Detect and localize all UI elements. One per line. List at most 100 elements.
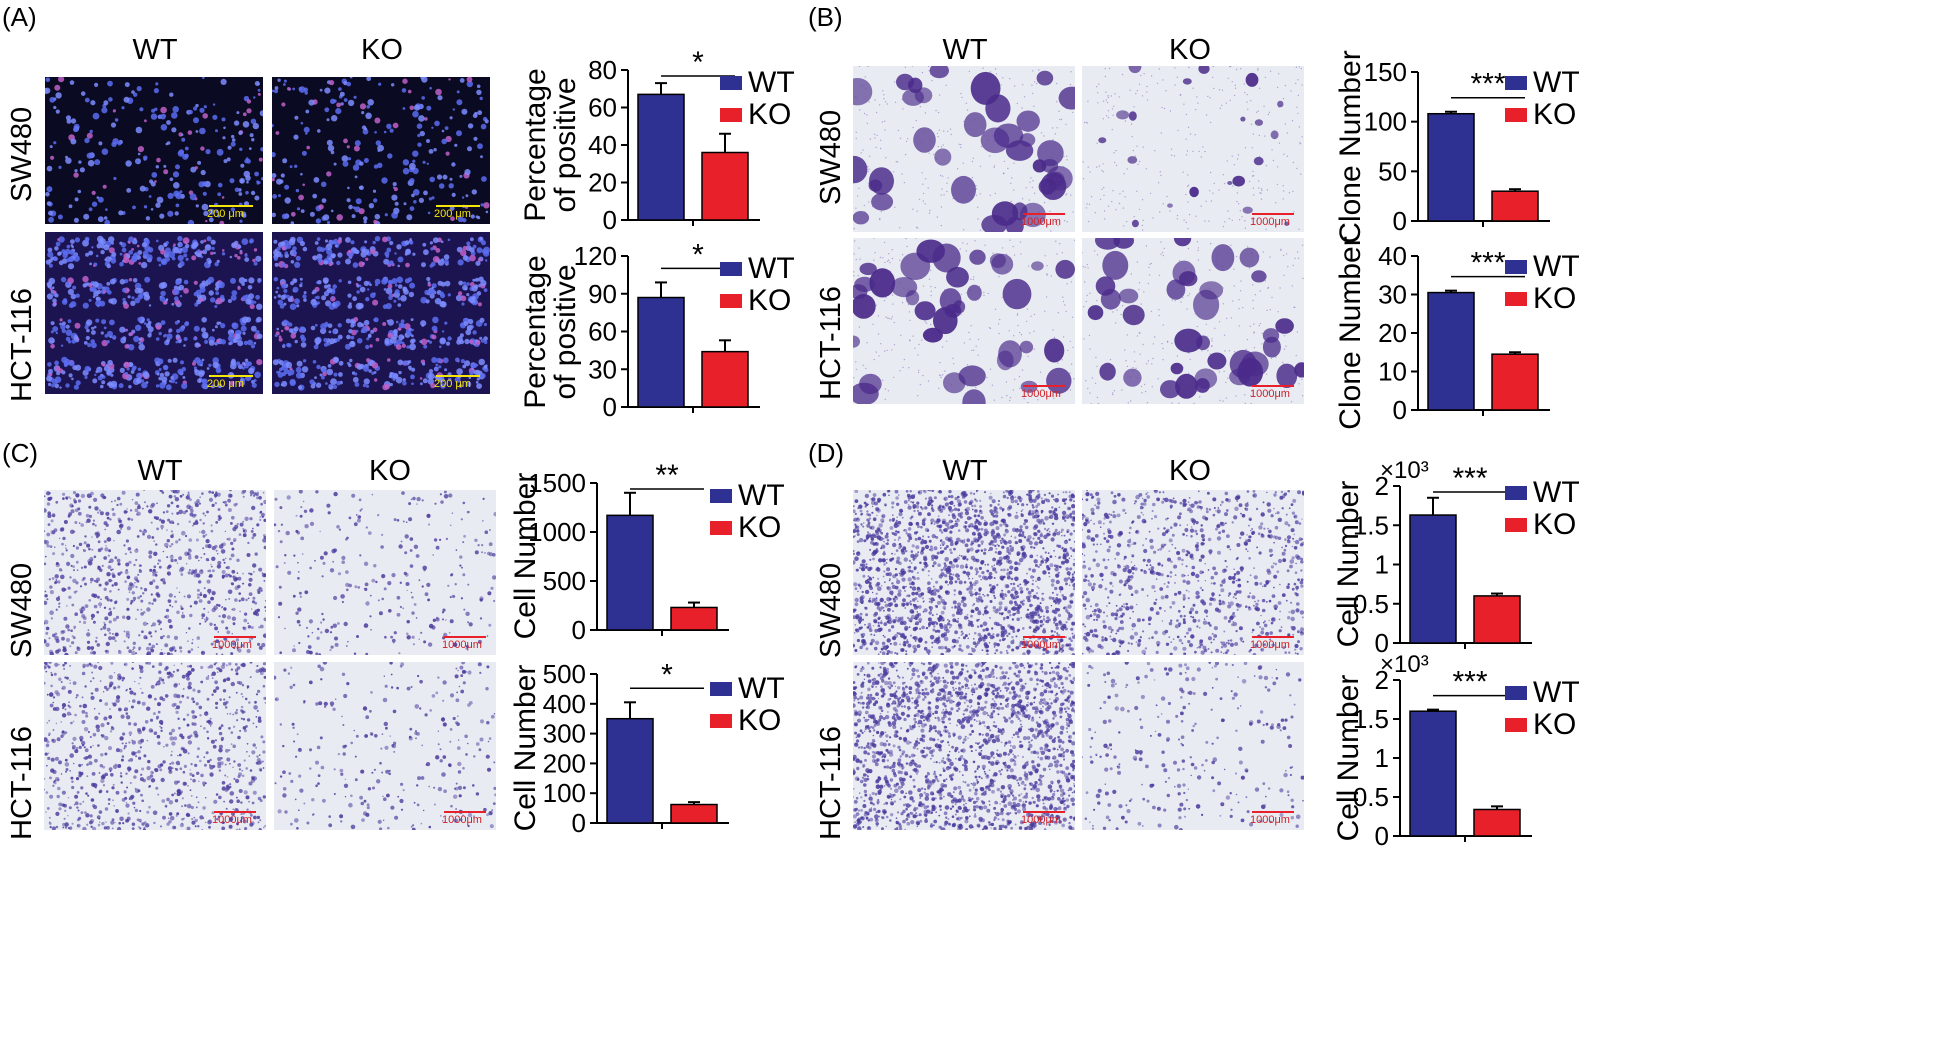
y-axis-label: Cell Number <box>509 473 542 640</box>
micrograph-a-hct116-ko: 200 μm <box>272 232 490 394</box>
significance-marker: *** <box>1452 666 1487 699</box>
micrograph-texture <box>274 662 496 830</box>
legend-label-wt: WT <box>1533 66 1580 99</box>
scale-bar-label: 1000μm <box>1250 639 1290 651</box>
y-tick-label: 500 <box>543 566 586 596</box>
y-tick-label: 1 <box>1375 743 1389 773</box>
micrograph-texture <box>272 236 490 391</box>
micrograph-c-sw480-wt: 1000μm <box>44 490 266 655</box>
significance-marker: * <box>692 46 704 79</box>
significance-marker: * <box>692 238 704 271</box>
micrograph-c-hct116-ko: 1000μm <box>274 662 496 830</box>
bar-wt <box>1409 710 1457 837</box>
legend-swatch <box>1505 718 1527 732</box>
bar-wt <box>606 717 654 824</box>
panel-label-d: (D) <box>808 438 845 468</box>
legend-swatch <box>720 76 742 90</box>
y-tick-label: 1 <box>1375 550 1389 580</box>
y-tick-label: 2 <box>1375 471 1389 501</box>
y-tick-label: 500 <box>543 659 586 689</box>
y-axis-label: Cell Number <box>1332 675 1365 842</box>
scale-bar-label: 1000μm <box>1021 388 1061 400</box>
significance-marker: *** <box>1452 462 1487 495</box>
legend-swatch <box>710 489 732 503</box>
row-label-sw480: SW480 <box>6 562 38 658</box>
y-tick-label: 20 <box>588 168 617 198</box>
col-label-wt: WT <box>942 455 988 487</box>
y-axis-label: Clone Number <box>1334 50 1367 243</box>
micrograph-texture <box>44 662 266 830</box>
legend-swatch <box>1505 292 1527 306</box>
legend-label-wt: WT <box>748 66 795 99</box>
legend-label-ko: KO <box>748 98 791 131</box>
panel-label-c: (C) <box>2 438 39 468</box>
micrograph-texture <box>45 235 263 391</box>
scale-bar-label: 1000μm <box>1250 216 1290 228</box>
bar-wt <box>637 296 685 408</box>
y-tick-label: 10 <box>1378 357 1407 387</box>
y-tick-label: 100 <box>1364 107 1407 137</box>
row-label-hct116: HCT-116 <box>6 288 38 402</box>
y-tick-label: 0 <box>1375 821 1389 851</box>
y-tick-label: 120 <box>574 241 617 271</box>
y-tick-label: 0 <box>603 205 617 235</box>
bar-ko <box>701 350 749 408</box>
scale-bar-label: 200 μm <box>207 208 244 220</box>
micrograph-texture <box>853 490 1075 655</box>
y-tick-label: 300 <box>543 719 586 749</box>
y-tick-label: 100 <box>543 778 586 808</box>
scale-bar-label: 1000μm <box>212 639 252 651</box>
significance-marker: * <box>661 658 673 691</box>
y-tick-label: 30 <box>588 354 617 384</box>
col-label-ko: KO <box>1169 455 1211 487</box>
micrograph-texture <box>853 66 1075 232</box>
legend-swatch <box>1505 260 1527 274</box>
micrograph-a-sw480-wt: 200 μm <box>45 77 263 224</box>
micrograph-c-hct116-wt: 1000μm <box>44 662 266 830</box>
row-label-hct116: HCT-116 <box>6 726 38 840</box>
y-tick-label: 0 <box>1375 628 1389 658</box>
axis-exponent: ×10³ <box>1380 457 1429 484</box>
micrograph-texture <box>1082 66 1303 231</box>
y-tick-label: 2 <box>1375 665 1389 695</box>
significance-marker: *** <box>1470 247 1505 280</box>
scale-bar-label: 1000μm <box>212 814 252 826</box>
y-tick-label: 0 <box>1393 395 1407 425</box>
y-tick-label: 90 <box>588 279 617 309</box>
micrograph-b-sw480-ko: 1000μm <box>1082 66 1304 232</box>
micrograph-texture <box>274 490 496 655</box>
col-label-wt: WT <box>132 34 178 66</box>
bar-wt <box>1409 514 1457 644</box>
col-label-ko: KO <box>361 34 403 66</box>
bar-ko <box>670 803 718 824</box>
scale-bar-label: 200 μm <box>207 378 244 390</box>
micrograph-b-sw480-wt: 1000μm <box>853 66 1075 232</box>
y-tick-label: 1.5 <box>1353 510 1389 540</box>
bar-wt <box>637 93 685 221</box>
col-label-ko: KO <box>1169 34 1211 66</box>
micrograph-texture <box>1082 490 1304 655</box>
scale-bar-label: 1000μm <box>1021 216 1061 228</box>
y-tick-label: 1500 <box>528 468 586 498</box>
micrograph-texture <box>1082 238 1304 404</box>
y-axis-label: Clone Number <box>1334 236 1367 429</box>
micrograph-a-hct116-wt: 200 μm <box>45 232 263 394</box>
legend-label-ko: KO <box>1533 282 1576 315</box>
legend-label-wt: WT <box>738 479 785 512</box>
legend-swatch <box>1505 486 1527 500</box>
bar-wt <box>606 514 654 631</box>
y-axis-label: of positive <box>549 264 582 399</box>
scale-bar-label: 1000μm <box>1250 814 1290 826</box>
scale-bar-label: 1000μm <box>1021 639 1061 651</box>
bar-ko <box>1491 353 1539 411</box>
row-label-hct116: HCT-116 <box>815 286 847 400</box>
y-axis-label: Percentage <box>519 255 552 408</box>
y-tick-label: 60 <box>588 317 617 347</box>
legend-swatch <box>710 682 732 696</box>
legend-label-ko: KO <box>738 511 781 544</box>
legend-swatch <box>1505 76 1527 90</box>
bar-ko <box>1473 595 1521 644</box>
micrograph-texture <box>45 77 263 224</box>
legend-swatch <box>1505 686 1527 700</box>
bar-wt <box>1427 112 1475 222</box>
